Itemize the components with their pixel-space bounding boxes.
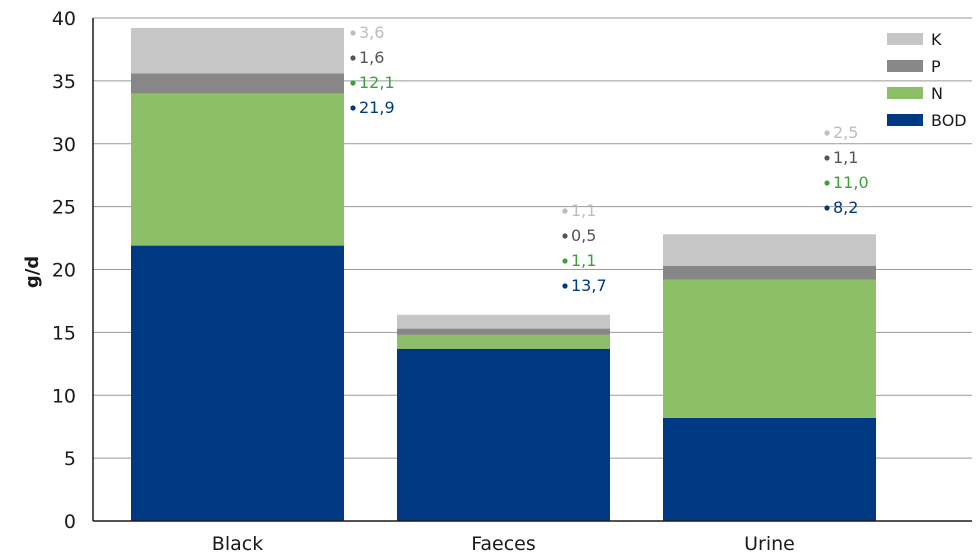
bar-urine-n [663, 279, 876, 418]
data-label-urine-p: 1,1 [833, 148, 858, 167]
data-label-dot-urine-n [824, 180, 830, 186]
y-tick-label: 25 [52, 197, 76, 219]
axes: 0 5 10 15 20 25 30 35 40 Black Faeces Urine [52, 8, 972, 554]
data-label-dot-faeces-k [562, 208, 568, 214]
x-tick-label-faeces: Faeces [471, 533, 536, 554]
x-tick-label-urine: Urine [744, 533, 795, 554]
data-label-dot-faeces-n [562, 258, 568, 264]
bar-urine-k [663, 234, 876, 266]
legend-label-k: K [931, 30, 942, 49]
bar-black-bod [131, 245, 344, 522]
y-tick-label: 30 [52, 134, 76, 156]
legend-swatch-k [887, 33, 923, 45]
data-label-faeces-bod: 13,7 [571, 276, 607, 295]
legend: KPN BOD [887, 30, 967, 130]
data-label-dot-black-n [350, 80, 356, 86]
legend-swatch-n [887, 87, 923, 99]
bar-urine-bod [663, 417, 876, 521]
bar-faeces-n [397, 334, 610, 349]
data-label-urine-n: 11,0 [833, 173, 869, 192]
bar-black-p [131, 73, 344, 94]
data-label-faeces-k: 1,1 [571, 201, 596, 220]
data-label-black-bod: 21,9 [359, 98, 395, 117]
data-label-dot-black-k [350, 30, 356, 36]
data-label-black-p: 1,6 [359, 48, 384, 67]
y-axis-label: g/d [22, 256, 43, 288]
bar-faeces-bod [397, 348, 610, 521]
data-labels: 3,6 1,6 12,1 21,9 1,1 0,5 1,1 13,7 2,5 1,1 11,0 8,2 [350, 23, 869, 295]
bars [131, 28, 876, 522]
y-tick-label: 15 [52, 322, 76, 344]
bar-black-n [131, 93, 344, 246]
legend-swatch-p [887, 60, 923, 72]
data-label-black-n: 12,1 [359, 73, 395, 92]
legend-label-n: N [931, 84, 943, 103]
data-label-dot-faeces-p [562, 233, 568, 239]
y-tick-label: 40 [52, 8, 76, 30]
bar-black-k [131, 28, 344, 74]
data-label-dot-urine-k [824, 130, 830, 136]
data-label-black-k: 3,6 [359, 23, 384, 42]
bar-faeces-p [397, 328, 610, 335]
data-label-dot-urine-bod [824, 205, 830, 211]
y-tick-label: 5 [64, 448, 76, 470]
y-tick-label: 20 [52, 260, 76, 282]
bar-urine-p [663, 265, 876, 280]
legend-swatch-bod [887, 114, 923, 126]
data-label-dot-urine-p [824, 155, 830, 161]
data-label-urine-bod: 8,2 [833, 198, 858, 217]
data-label-faeces-p: 0,5 [571, 226, 596, 245]
data-label-urine-k: 2,5 [833, 123, 858, 142]
data-label-dot-faeces-bod [562, 283, 568, 289]
y-tick-label: 10 [52, 385, 76, 407]
data-label-dot-black-bod [350, 105, 356, 111]
legend-label-p: P [931, 57, 941, 76]
y-tick-label: 35 [52, 71, 76, 93]
x-tick-label-black: Black [212, 533, 263, 554]
y-tick-label: 0 [64, 511, 76, 533]
data-label-dot-black-p [350, 55, 356, 61]
bar-faeces-k [397, 314, 610, 329]
legend-label-bod: BOD [931, 111, 967, 130]
data-label-faeces-n: 1,1 [571, 251, 596, 270]
